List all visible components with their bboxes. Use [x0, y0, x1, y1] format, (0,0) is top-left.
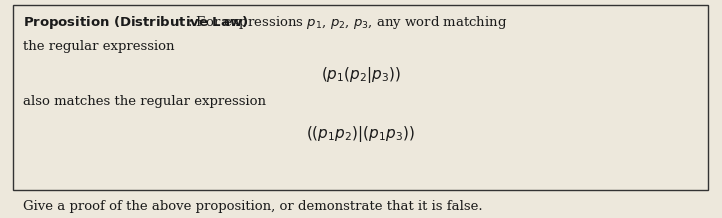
Text: $((p_1p_2)|(p_1p_3))$: $((p_1p_2)|(p_1p_3))$: [306, 124, 416, 144]
FancyBboxPatch shape: [13, 5, 708, 190]
Text: $\bf{Proposition\ (Distributive\ Law)}$: $\bf{Proposition\ (Distributive\ Law)}$: [23, 14, 248, 31]
Text: the regular expression: the regular expression: [23, 40, 175, 53]
Text: : For expressions $p_1$, $p_2$, $p_3$, any word matching: : For expressions $p_1$, $p_2$, $p_3$, a…: [23, 14, 508, 31]
Text: $(p_1(p_2|p_3))$: $(p_1(p_2|p_3))$: [321, 65, 401, 85]
Text: also matches the regular expression: also matches the regular expression: [23, 95, 266, 108]
Text: Give a proof of the above proposition, or demonstrate that it is false.: Give a proof of the above proposition, o…: [23, 199, 483, 213]
